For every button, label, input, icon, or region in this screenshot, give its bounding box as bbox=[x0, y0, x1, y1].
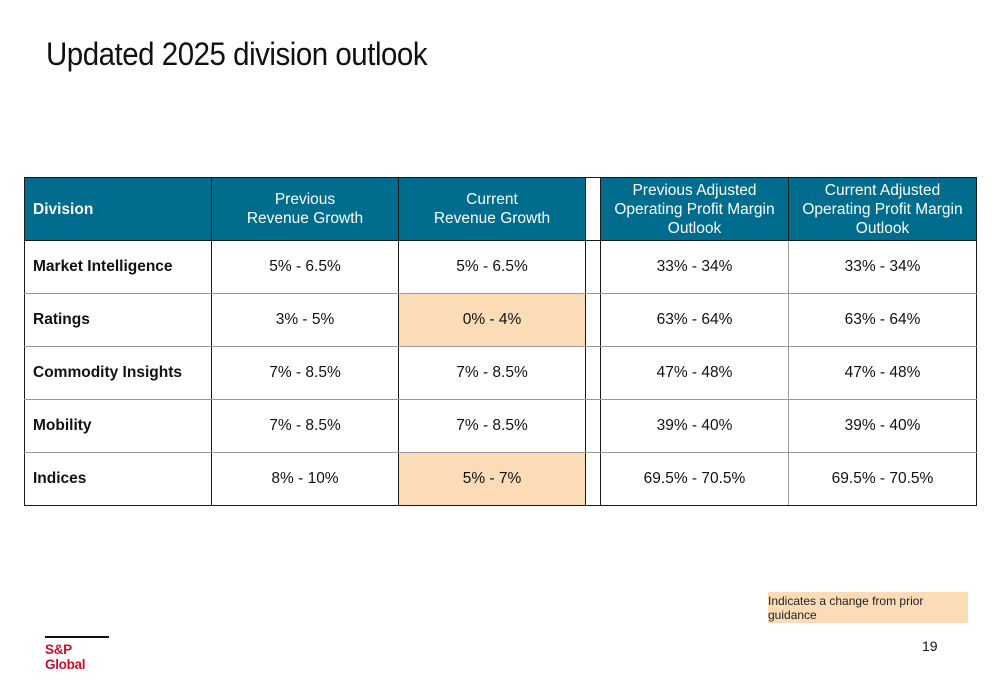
cell-previous-revenue-growth: 3% - 5% bbox=[211, 293, 399, 347]
cell-current-margin-outlook: 69.5% - 70.5% bbox=[788, 452, 977, 506]
cell-current-revenue-growth: 7% - 8.5% bbox=[398, 346, 586, 400]
cell-division: Market Intelligence bbox=[24, 240, 212, 294]
cell-previous-margin-outlook: 69.5% - 70.5% bbox=[600, 452, 789, 506]
table-row: Ratings 3% - 5% 0% - 4% 63% - 64% 63% - 64% bbox=[24, 293, 977, 347]
company-logo: S&P Global bbox=[45, 636, 109, 672]
cell-previous-margin-outlook: 39% - 40% bbox=[600, 399, 789, 453]
cell-current-margin-outlook: 33% - 34% bbox=[788, 240, 977, 294]
table-row: Commodity Insights 7% - 8.5% 7% - 8.5% 47% … bbox=[24, 346, 977, 400]
cell-previous-margin-outlook: 63% - 64% bbox=[600, 293, 789, 347]
cell-division: Commodity Insights bbox=[24, 346, 212, 400]
logo-text: S&P Global bbox=[45, 642, 86, 672]
page-title: Updated 2025 division outlook bbox=[46, 36, 428, 72]
header-division: Division bbox=[24, 177, 212, 241]
cell-previous-margin-outlook: 33% - 34% bbox=[600, 240, 789, 294]
page-number: 19 bbox=[922, 638, 938, 654]
table-header-row: Division Previous Revenue Growth Current… bbox=[24, 177, 977, 241]
cell-spacer bbox=[585, 293, 601, 347]
header-previous-margin-outlook: Previous Adjusted Operating Profit Margi… bbox=[600, 177, 789, 241]
cell-spacer bbox=[585, 346, 601, 400]
header-previous-revenue-growth: Previous Revenue Growth bbox=[211, 177, 399, 241]
cell-spacer bbox=[585, 399, 601, 453]
cell-current-revenue-growth: 5% - 6.5% bbox=[398, 240, 586, 294]
cell-spacer bbox=[585, 240, 601, 294]
cell-previous-revenue-growth: 7% - 8.5% bbox=[211, 399, 399, 453]
cell-current-revenue-growth: 7% - 8.5% bbox=[398, 399, 586, 453]
cell-previous-revenue-growth: 7% - 8.5% bbox=[211, 346, 399, 400]
header-current-revenue-growth: Current Revenue Growth bbox=[398, 177, 586, 241]
cell-current-margin-outlook: 39% - 40% bbox=[788, 399, 977, 453]
cell-previous-margin-outlook: 47% - 48% bbox=[600, 346, 789, 400]
cell-division: Indices bbox=[24, 452, 212, 506]
cell-previous-revenue-growth: 5% - 6.5% bbox=[211, 240, 399, 294]
table-row: Indices 8% - 10% 5% - 7% 69.5% - 70.5% 69.5%… bbox=[24, 452, 977, 506]
division-outlook-table: Division Previous Revenue Growth Current… bbox=[24, 177, 977, 506]
header-spacer bbox=[585, 177, 601, 241]
change-legend: Indicates a change from prior guidance bbox=[768, 592, 968, 623]
table-body: Market Intelligence 5% - 6.5% 5% - 6.5% 33%… bbox=[24, 240, 977, 506]
cell-division: Mobility bbox=[24, 399, 212, 453]
cell-current-revenue-growth: 5% - 7% bbox=[398, 452, 586, 506]
cell-current-margin-outlook: 63% - 64% bbox=[788, 293, 977, 347]
cell-current-revenue-growth: 0% - 4% bbox=[398, 293, 586, 347]
cell-division: Ratings bbox=[24, 293, 212, 347]
cell-current-margin-outlook: 47% - 48% bbox=[788, 346, 977, 400]
logo-bar bbox=[45, 636, 109, 638]
cell-previous-revenue-growth: 8% - 10% bbox=[211, 452, 399, 506]
table-row: Mobility 7% - 8.5% 7% - 8.5% 39% - 40% 39% -… bbox=[24, 399, 977, 453]
table-row: Market Intelligence 5% - 6.5% 5% - 6.5% 33%… bbox=[24, 240, 977, 294]
header-current-margin-outlook: Current Adjusted Operating Profit Margin… bbox=[788, 177, 977, 241]
cell-spacer bbox=[585, 452, 601, 506]
